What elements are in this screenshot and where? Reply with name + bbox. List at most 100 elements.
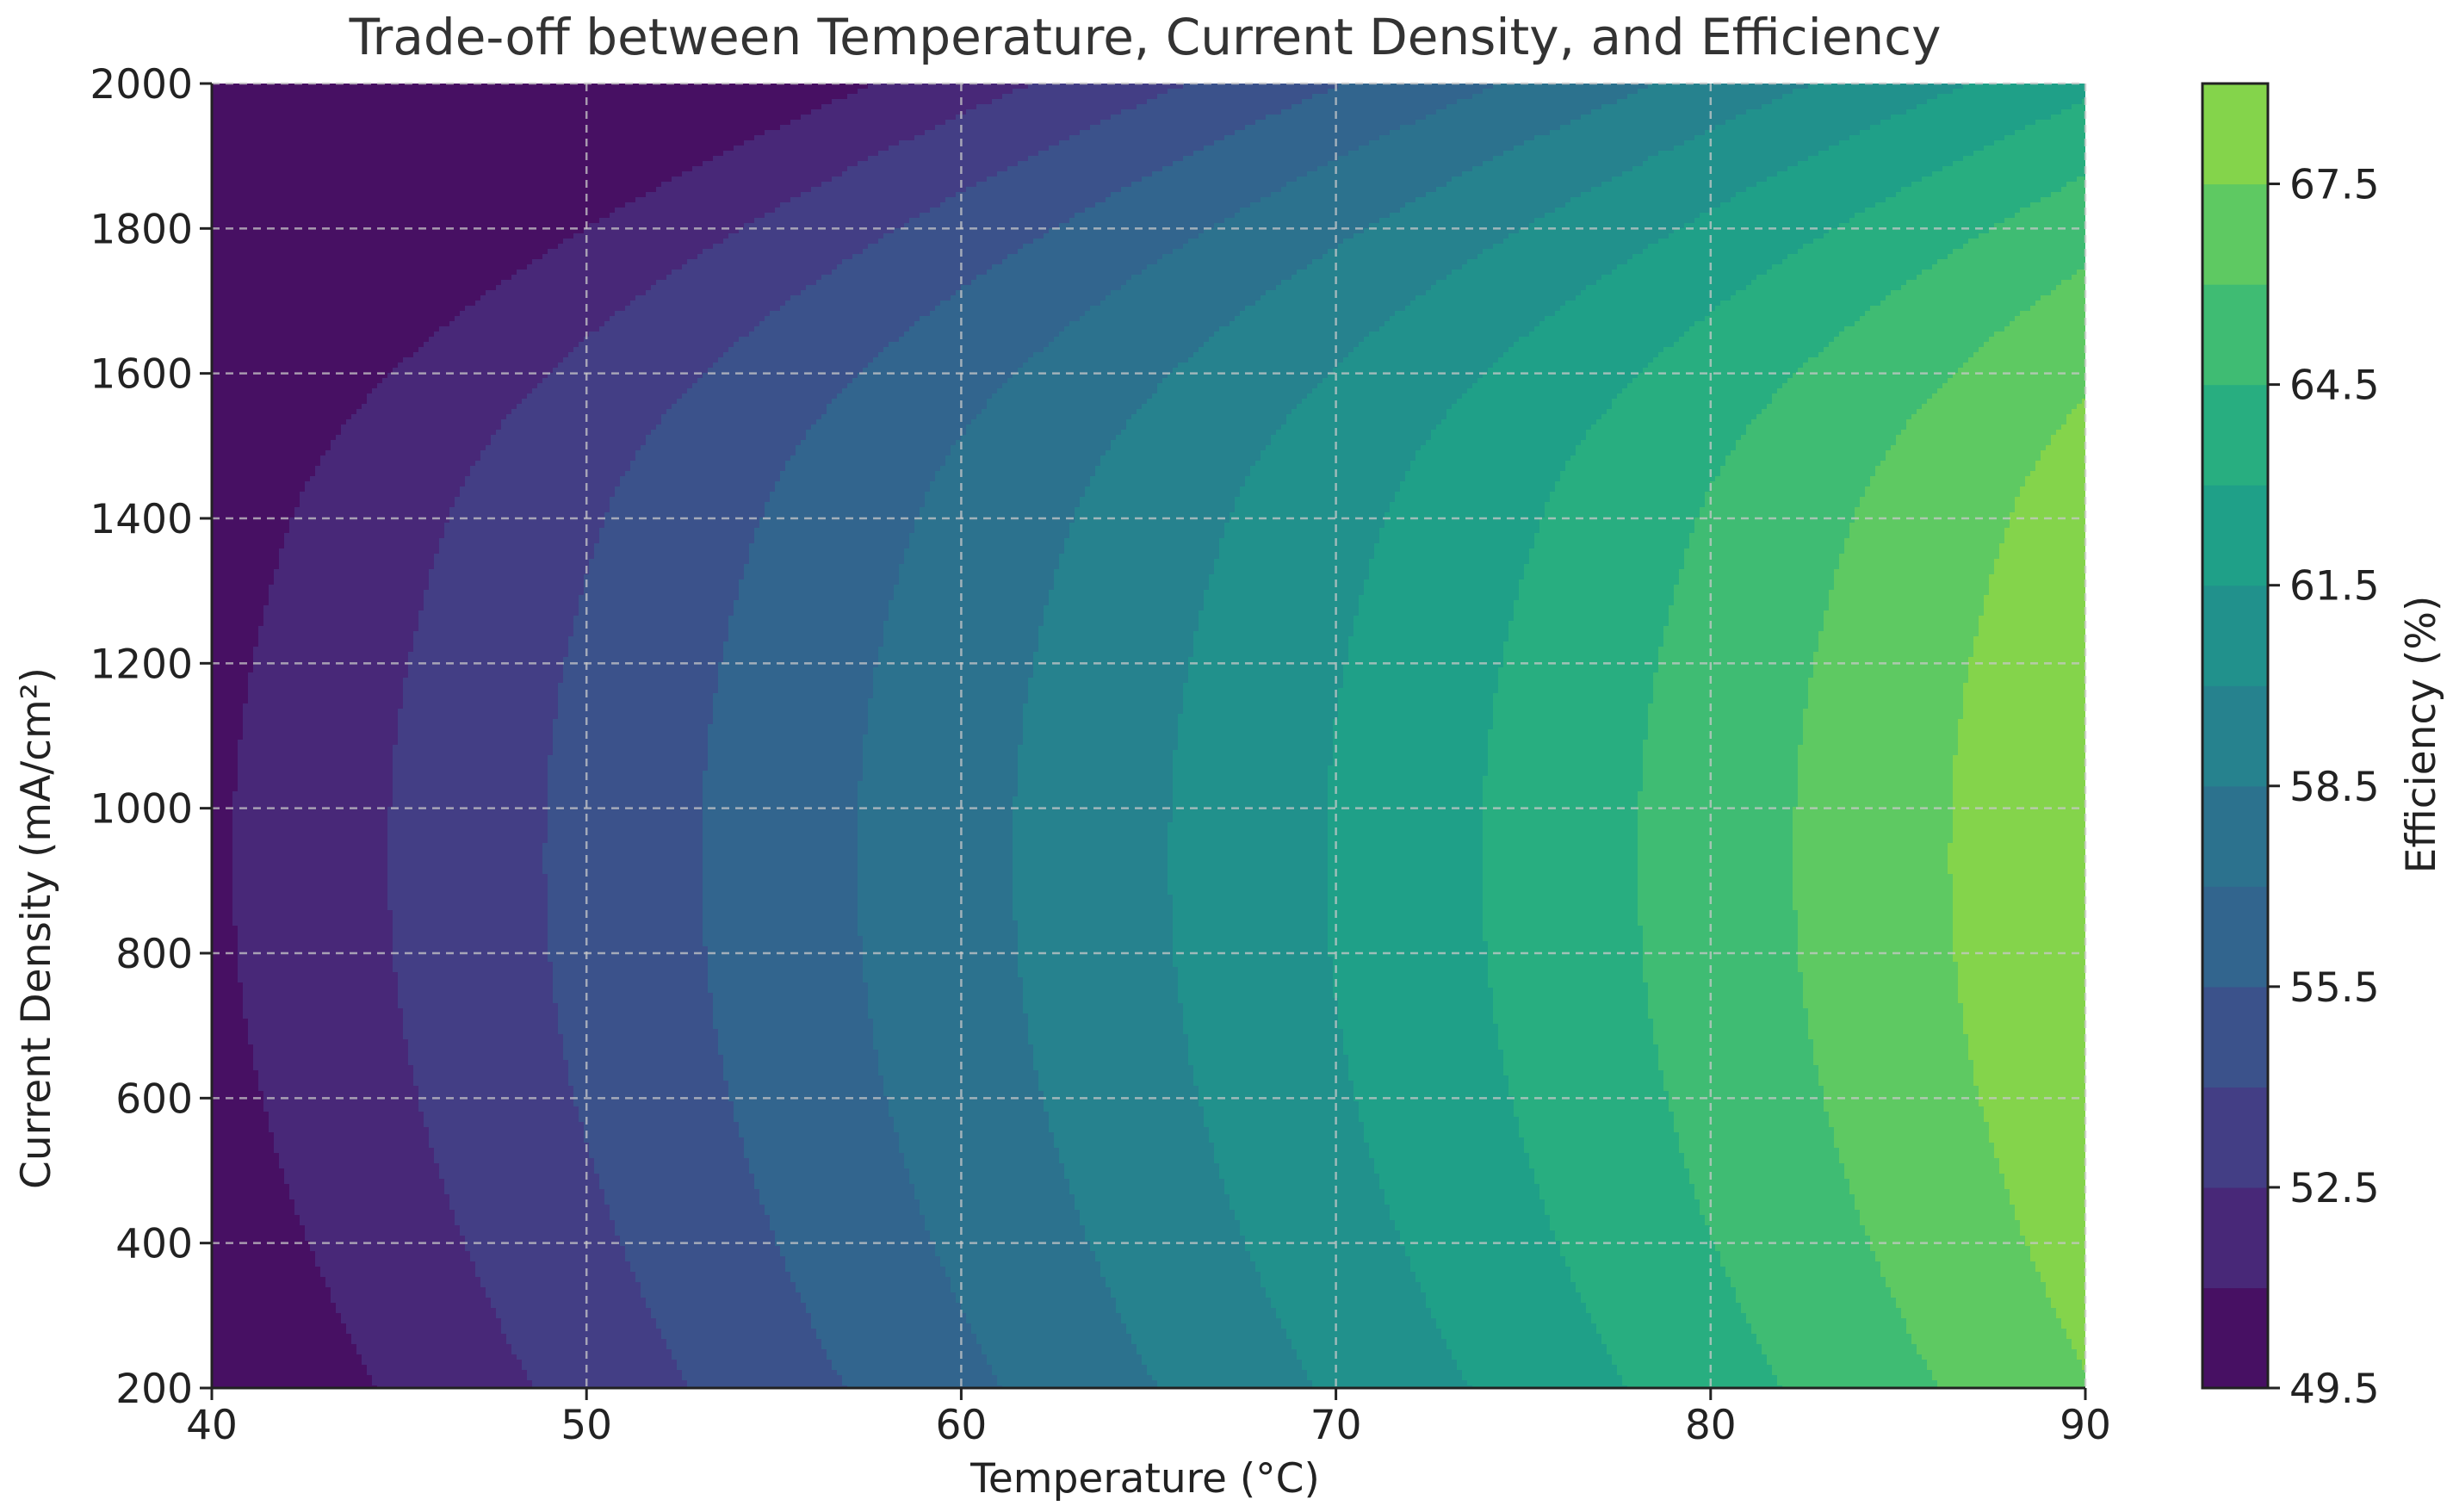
contour-cell xyxy=(232,776,238,782)
contour-cell xyxy=(222,1246,228,1252)
contour-cell xyxy=(232,724,238,730)
contour-cell xyxy=(238,414,244,420)
contour-cell xyxy=(222,414,228,420)
contour-cell xyxy=(232,962,238,968)
contour-cell xyxy=(238,177,244,183)
contour-cell xyxy=(222,1153,228,1159)
contour-cell xyxy=(232,1339,238,1345)
contour-cell xyxy=(232,1334,238,1340)
contour-cell xyxy=(227,481,233,487)
contour-cell xyxy=(222,1106,228,1112)
contour-cell xyxy=(227,791,233,797)
contour-cell xyxy=(222,1225,228,1231)
contour-cell xyxy=(238,290,244,296)
contour-cell xyxy=(217,151,223,157)
contour-cell xyxy=(232,1354,238,1360)
contour-cell xyxy=(222,399,228,405)
contour-cell xyxy=(232,502,238,508)
contour-cell xyxy=(227,771,233,777)
contour-cell xyxy=(222,528,228,534)
contour-cell xyxy=(238,259,244,265)
contour-cell xyxy=(227,693,233,699)
contour-cell xyxy=(222,993,228,999)
contour-cell xyxy=(217,895,223,901)
contour-cell xyxy=(217,1194,223,1200)
contour-cell xyxy=(222,1034,228,1040)
contour-cell xyxy=(227,895,233,901)
contour-cell xyxy=(232,89,238,95)
contour-cell xyxy=(232,249,238,255)
contour-cell xyxy=(222,559,228,565)
contour-cell xyxy=(232,311,238,317)
contour-cell xyxy=(227,326,233,332)
contour-cell xyxy=(217,414,223,420)
contour-cell xyxy=(227,657,233,663)
contour-plot-area xyxy=(212,84,2085,1388)
contour-cell xyxy=(227,295,233,301)
contour-cell xyxy=(232,569,238,575)
contour-cell xyxy=(232,817,238,823)
contour-cell xyxy=(238,182,244,188)
contour-cell xyxy=(238,347,244,353)
contour-cell xyxy=(222,1091,228,1097)
contour-cell xyxy=(222,383,228,389)
contour-cell xyxy=(217,1044,223,1050)
contour-cell xyxy=(227,357,233,363)
contour-cell xyxy=(232,667,238,673)
contour-cell xyxy=(217,249,223,255)
contour-cell xyxy=(222,1008,228,1014)
contour-cell xyxy=(232,1024,238,1030)
contour-cell xyxy=(222,135,228,141)
contour-cell xyxy=(238,435,244,441)
contour-cell xyxy=(232,455,238,462)
contour-cell xyxy=(232,409,238,415)
contour-cell xyxy=(217,745,223,751)
contour-cell xyxy=(217,616,223,622)
contour-cell xyxy=(227,941,233,947)
contour-cell xyxy=(227,1256,233,1262)
contour-cell xyxy=(217,827,223,833)
contour-cell xyxy=(232,332,238,338)
contour-cell xyxy=(232,920,238,926)
contour-cell xyxy=(227,455,233,462)
contour-cell xyxy=(227,745,233,751)
contour-cell xyxy=(232,698,238,704)
contour-cell xyxy=(217,1220,223,1226)
contour-cell xyxy=(232,378,238,384)
contour-cell xyxy=(222,523,228,529)
contour-cell xyxy=(222,166,228,172)
contour-cell xyxy=(227,1112,233,1118)
contour-cell xyxy=(222,1272,228,1278)
contour-cell xyxy=(222,595,228,601)
contour-cell xyxy=(217,600,223,606)
contour-cell xyxy=(222,404,228,410)
contour-cell xyxy=(217,192,223,198)
contour-cell xyxy=(238,166,244,172)
contour-cell xyxy=(227,1127,233,1133)
contour-cell xyxy=(222,802,228,808)
contour-cell xyxy=(232,802,238,808)
contour-cell xyxy=(227,703,233,710)
contour-cell xyxy=(232,342,238,348)
contour-cell xyxy=(217,321,223,327)
contour-cell xyxy=(227,301,233,307)
contour-cell xyxy=(222,301,228,307)
contour-cell xyxy=(227,678,233,684)
contour-cell xyxy=(227,1349,233,1355)
contour-cell xyxy=(222,905,228,911)
contour-cell xyxy=(217,135,223,141)
contour-cell xyxy=(222,507,228,513)
contour-cell xyxy=(227,1210,233,1216)
contour-cell xyxy=(222,512,228,518)
contour-cell xyxy=(238,109,244,115)
contour-cell xyxy=(222,476,228,482)
contour-cell xyxy=(217,295,223,301)
contour-cell xyxy=(238,383,244,389)
contour-cell xyxy=(232,626,238,632)
contour-cell xyxy=(222,812,228,818)
contour-cell xyxy=(217,610,223,617)
contour-cell xyxy=(217,161,223,167)
contour-cell xyxy=(227,476,233,482)
contour-cell xyxy=(217,1313,223,1319)
contour-cell xyxy=(227,709,233,715)
